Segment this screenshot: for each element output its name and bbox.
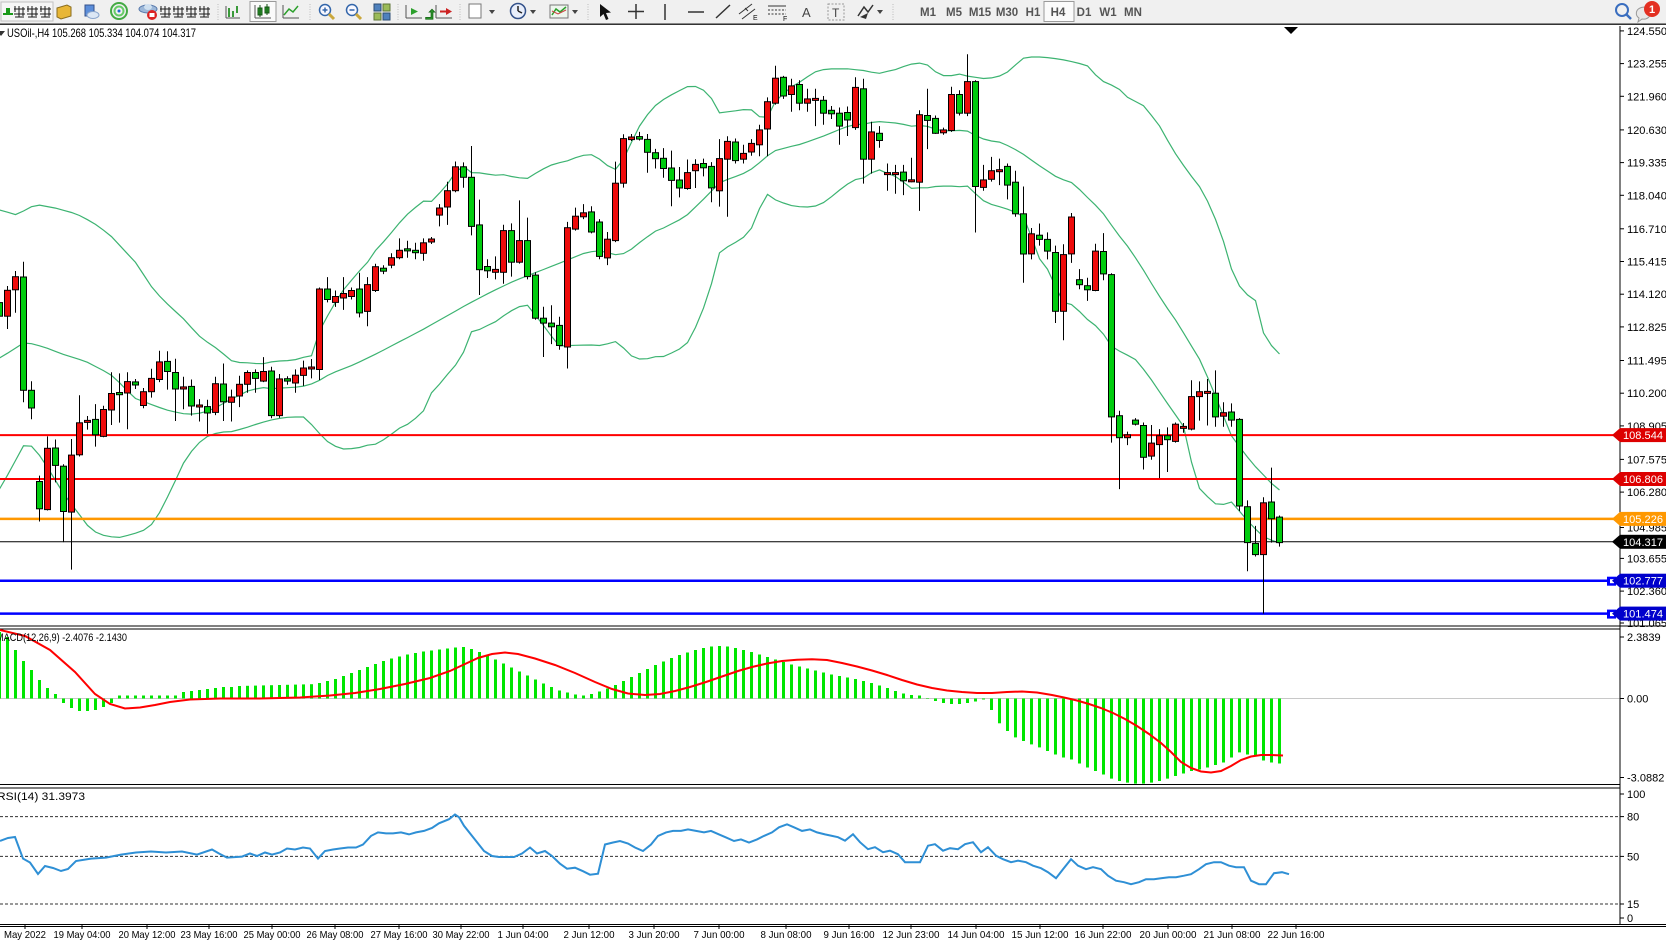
svg-text:12 Jun 23:00: 12 Jun 23:00 <box>883 929 940 940</box>
svg-text:22 Jun 16:00: 22 Jun 16:00 <box>1268 929 1325 940</box>
svg-text:120.630: 120.630 <box>1627 125 1666 137</box>
svg-text:23 May 16:00: 23 May 16:00 <box>181 929 238 940</box>
svg-text:102.777: 102.777 <box>1623 576 1663 588</box>
svg-text:RSI(14) 31.3973: RSI(14) 31.3973 <box>0 791 85 803</box>
svg-text:A: A <box>802 5 811 20</box>
svg-text:20 May 12:00: 20 May 12:00 <box>119 929 176 940</box>
svg-text:E: E <box>753 15 758 22</box>
svg-text:M30: M30 <box>996 7 1018 19</box>
svg-text:T: T <box>832 6 840 20</box>
svg-text:80: 80 <box>1627 812 1639 824</box>
svg-text:124.550: 124.550 <box>1627 26 1666 38</box>
svg-text:106.806: 106.806 <box>1623 474 1663 486</box>
svg-text:119.335: 119.335 <box>1627 158 1666 170</box>
svg-text:H4: H4 <box>1051 7 1066 19</box>
svg-text:H1: H1 <box>1026 7 1041 19</box>
svg-text:W1: W1 <box>1099 7 1117 19</box>
svg-text:20 Jun 00:00: 20 Jun 00:00 <box>1140 929 1197 940</box>
svg-text:1 Jun 04:00: 1 Jun 04:00 <box>498 929 549 940</box>
svg-text:8 Jun 08:00: 8 Jun 08:00 <box>761 929 812 940</box>
svg-text:50: 50 <box>1627 851 1639 863</box>
svg-text:107.575: 107.575 <box>1627 454 1666 466</box>
svg-text:F: F <box>783 16 787 23</box>
svg-text:121.960: 121.960 <box>1627 91 1666 103</box>
svg-text:30 May 22:00: 30 May 22:00 <box>433 929 490 940</box>
svg-text:May 2022: May 2022 <box>4 929 46 940</box>
svg-text:101.474: 101.474 <box>1623 609 1663 621</box>
svg-text:M5: M5 <box>946 7 963 19</box>
svg-text:101.065: 101.065 <box>1627 618 1666 630</box>
svg-text:108.544: 108.544 <box>1623 430 1663 442</box>
svg-text:110.200: 110.200 <box>1627 388 1666 400</box>
svg-text:M15: M15 <box>969 7 992 19</box>
svg-text:USOil-,H4 105.268 105.334 104: USOil-,H4 105.268 105.334 104.074 104.31… <box>7 26 196 40</box>
svg-text:2.3839: 2.3839 <box>1627 632 1661 644</box>
svg-text:MN: MN <box>1124 7 1142 19</box>
svg-text:112.825: 112.825 <box>1627 322 1666 334</box>
svg-text:19 May 04:00: 19 May 04:00 <box>54 929 111 940</box>
svg-text:105.226: 105.226 <box>1623 514 1663 526</box>
svg-text:118.040: 118.040 <box>1627 190 1666 202</box>
svg-text:25 May 00:00: 25 May 00:00 <box>244 929 301 940</box>
svg-text:114.120: 114.120 <box>1627 289 1666 301</box>
svg-text:102.360: 102.360 <box>1627 586 1666 598</box>
svg-text:3 Jun 20:00: 3 Jun 20:00 <box>629 929 680 940</box>
svg-text:103.655: 103.655 <box>1627 553 1666 565</box>
svg-text:0.00: 0.00 <box>1627 694 1648 706</box>
svg-text:26 May 08:00: 26 May 08:00 <box>307 929 364 940</box>
svg-text:0: 0 <box>1627 913 1633 925</box>
svg-text:123.255: 123.255 <box>1627 59 1666 71</box>
svg-text:9 Jun 16:00: 9 Jun 16:00 <box>824 929 875 940</box>
svg-text:16 Jun 22:00: 16 Jun 22:00 <box>1075 929 1132 940</box>
svg-text:D1: D1 <box>1077 7 1092 19</box>
svg-text:15: 15 <box>1627 899 1639 911</box>
svg-text:111.495: 111.495 <box>1627 356 1666 368</box>
svg-text:21 Jun 08:00: 21 Jun 08:00 <box>1204 929 1261 940</box>
svg-text:-3.0882: -3.0882 <box>1627 773 1664 785</box>
svg-text:M1: M1 <box>920 7 937 19</box>
svg-text:104.317: 104.317 <box>1623 537 1663 549</box>
svg-text:116.710: 116.710 <box>1627 224 1666 236</box>
svg-text:15 Jun 12:00: 15 Jun 12:00 <box>1012 929 1069 940</box>
svg-text:14 Jun 04:00: 14 Jun 04:00 <box>948 929 1005 940</box>
svg-text:106.280: 106.280 <box>1627 487 1666 499</box>
svg-text:115.415: 115.415 <box>1627 257 1666 269</box>
svg-text:7 Jun 00:00: 7 Jun 00:00 <box>694 929 745 940</box>
svg-text:2 Jun 12:00: 2 Jun 12:00 <box>564 929 615 940</box>
svg-text:27 May 16:00: 27 May 16:00 <box>371 929 428 940</box>
svg-text:1: 1 <box>1649 4 1655 16</box>
svg-text:100: 100 <box>1627 789 1645 801</box>
svg-text:MACD(12,26,9) -2.4076 -2.1430: MACD(12,26,9) -2.4076 -2.1430 <box>0 632 127 644</box>
